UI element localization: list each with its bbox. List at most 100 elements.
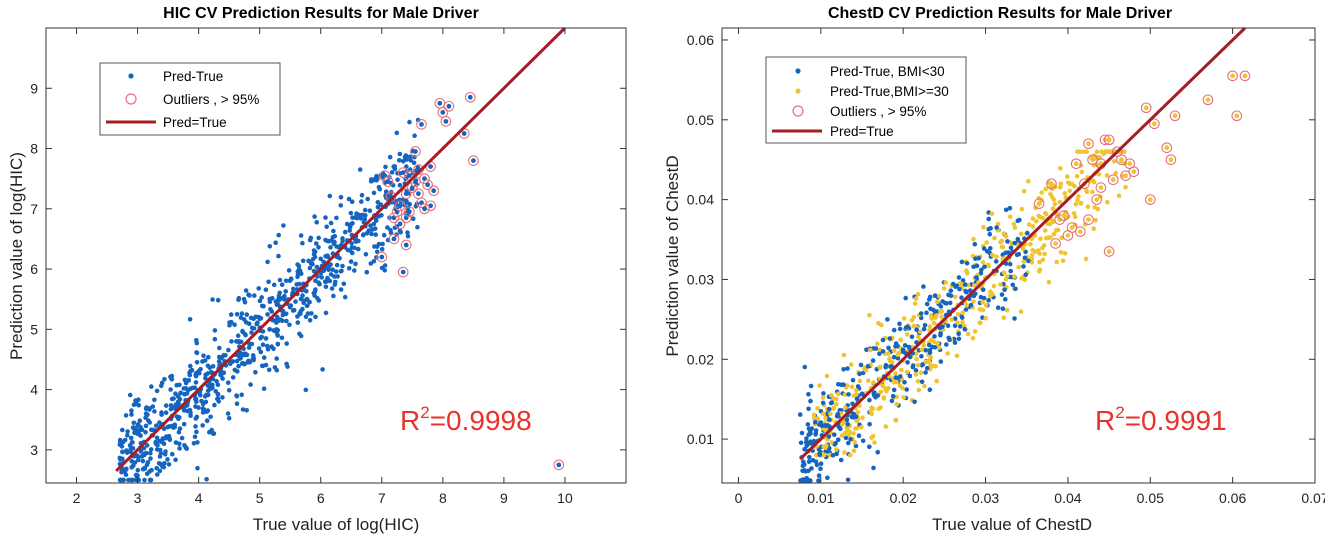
data-point bbox=[130, 446, 136, 451]
data-point bbox=[168, 403, 174, 408]
data-point bbox=[317, 281, 322, 287]
data-point bbox=[344, 221, 350, 227]
data-point bbox=[279, 335, 285, 341]
data-point-bmi-ge30 bbox=[972, 329, 978, 334]
data-point-bmi-ge30 bbox=[991, 283, 997, 289]
data-point-bmi-lt30 bbox=[923, 348, 929, 353]
data-point-bmi-ge30 bbox=[821, 444, 826, 450]
data-point-bmi-ge30 bbox=[868, 347, 873, 353]
data-point-bmi-lt30 bbox=[1013, 286, 1018, 292]
outlier-ring bbox=[400, 239, 412, 251]
data-point-bmi-lt30 bbox=[1002, 287, 1007, 293]
data-point-bmi-ge30 bbox=[928, 313, 934, 318]
data-point-bmi-ge30 bbox=[857, 378, 863, 384]
data-point bbox=[314, 264, 320, 270]
data-point-bmi-ge30 bbox=[855, 410, 861, 415]
outlier-ring bbox=[1165, 154, 1177, 166]
data-point-bmi-ge30 bbox=[913, 372, 919, 377]
data-point-bmi-lt30 bbox=[822, 423, 828, 428]
data-point bbox=[196, 405, 201, 410]
data-point-bmi-ge30 bbox=[970, 335, 976, 341]
data-point bbox=[372, 226, 378, 231]
data-point-bmi-ge30 bbox=[884, 388, 889, 394]
x-tick-label: 0.03 bbox=[972, 490, 999, 506]
data-point-bmi-lt30 bbox=[944, 342, 949, 347]
data-point-bmi-lt30 bbox=[805, 478, 811, 483]
data-point-bmi-lt30 bbox=[942, 300, 948, 306]
data-point bbox=[216, 399, 221, 404]
data-point-bmi-ge30 bbox=[971, 299, 976, 304]
data-point bbox=[346, 266, 352, 271]
data-point bbox=[407, 119, 412, 125]
data-point-bmi-lt30 bbox=[923, 370, 928, 375]
data-point bbox=[122, 469, 128, 475]
data-point bbox=[215, 392, 221, 397]
data-point-bmi-ge30 bbox=[990, 252, 995, 258]
data-point-bmi-lt30 bbox=[816, 473, 822, 478]
data-point-bmi-lt30 bbox=[808, 398, 813, 404]
data-point-bmi-lt30 bbox=[912, 399, 917, 405]
data-point bbox=[193, 424, 198, 429]
data-point-bmi-ge30 bbox=[1084, 149, 1089, 154]
data-point bbox=[323, 310, 329, 316]
data-point bbox=[261, 386, 267, 392]
data-point bbox=[277, 290, 283, 296]
data-point-bmi-ge30 bbox=[939, 314, 944, 320]
data-point bbox=[331, 293, 336, 299]
data-point bbox=[376, 184, 382, 190]
data-point bbox=[339, 268, 344, 274]
data-point bbox=[132, 430, 137, 436]
data-point-bmi-ge30 bbox=[1062, 251, 1068, 256]
data-point-bmi-ge30 bbox=[894, 394, 899, 400]
data-point-bmi-ge30 bbox=[952, 294, 958, 300]
data-point-bmi-lt30 bbox=[835, 411, 841, 417]
data-point bbox=[274, 320, 279, 325]
data-point-bmi-ge30 bbox=[1058, 250, 1064, 255]
data-point-bmi-lt30 bbox=[1003, 207, 1009, 213]
data-point-bmi-ge30 bbox=[943, 280, 948, 285]
data-point-bmi-ge30 bbox=[872, 440, 877, 445]
data-point bbox=[161, 464, 167, 470]
outlier-point bbox=[1061, 213, 1067, 219]
data-point-bmi-ge30 bbox=[898, 337, 903, 343]
data-point bbox=[181, 408, 187, 413]
x-tick-label: 8 bbox=[439, 490, 447, 506]
data-point-bmi-ge30 bbox=[921, 343, 927, 348]
data-point-bmi-ge30 bbox=[912, 301, 918, 306]
data-point bbox=[236, 295, 242, 301]
data-point-bmi-ge30 bbox=[1028, 241, 1033, 247]
data-point bbox=[300, 240, 305, 246]
data-point-bmi-ge30 bbox=[1041, 243, 1047, 248]
data-point bbox=[260, 363, 266, 369]
data-point bbox=[129, 408, 134, 413]
data-point bbox=[329, 286, 335, 291]
x-tick-label: 2 bbox=[73, 490, 81, 506]
data-point-bmi-lt30 bbox=[1008, 268, 1013, 274]
data-point bbox=[144, 450, 149, 456]
data-point bbox=[283, 278, 289, 284]
outlier-ring bbox=[419, 203, 430, 215]
data-point-bmi-lt30 bbox=[800, 477, 806, 482]
outlier-ring bbox=[388, 233, 400, 245]
data-point bbox=[215, 382, 221, 388]
data-point-bmi-ge30 bbox=[811, 412, 817, 418]
data-point bbox=[204, 418, 210, 424]
outlier-ring bbox=[1050, 238, 1061, 249]
outlier-ring bbox=[1103, 246, 1115, 257]
data-point-bmi-lt30 bbox=[932, 309, 938, 314]
data-point-bmi-ge30 bbox=[1018, 231, 1024, 237]
chart-title: ChestD CV Prediction Results for Male Dr… bbox=[828, 5, 1172, 22]
data-point-bmi-ge30 bbox=[841, 352, 847, 358]
data-point bbox=[244, 312, 250, 317]
data-point-bmi-lt30 bbox=[823, 448, 829, 454]
data-point bbox=[387, 154, 393, 160]
data-point-bmi-lt30 bbox=[825, 475, 830, 481]
data-point-bmi-ge30 bbox=[854, 426, 860, 431]
data-point-bmi-ge30 bbox=[1096, 172, 1102, 177]
data-point bbox=[172, 422, 178, 428]
data-point bbox=[284, 341, 290, 346]
data-point-bmi-lt30 bbox=[1003, 297, 1008, 302]
data-point bbox=[300, 306, 305, 312]
outlier-point bbox=[1036, 201, 1042, 207]
data-point-bmi-lt30 bbox=[938, 359, 944, 364]
